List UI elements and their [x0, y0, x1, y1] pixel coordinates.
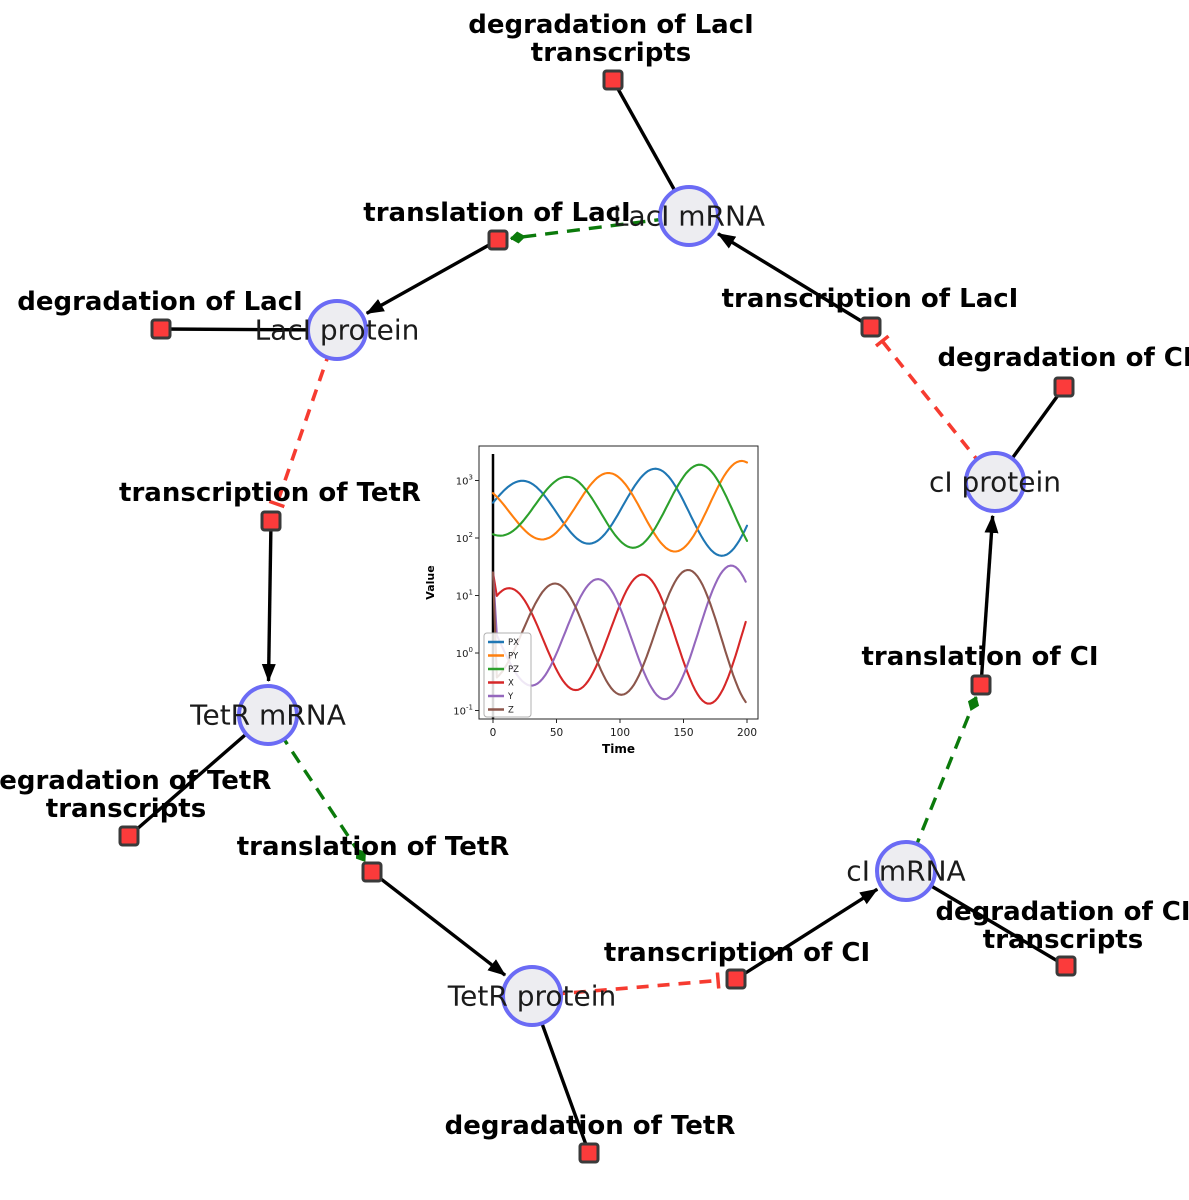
species-node-ci-protein	[964, 451, 1026, 513]
species-label-tetr-mrna: TetR mRNA	[190, 698, 346, 732]
reaction-node-deg-laci-transcripts	[602, 69, 624, 91]
series-Z	[491, 568, 747, 704]
species-label-laci-protein: LacI protein	[254, 313, 420, 347]
series-PZ	[491, 463, 749, 549]
edge-transcription-laci-to-laci-mrna	[717, 232, 872, 329]
x-tick-label: 0	[490, 727, 497, 739]
reaction-label-transcription-laci: transcription of LacI	[721, 284, 1019, 314]
y-tick-label: 103	[456, 474, 473, 488]
y-tick-label: 102	[456, 531, 473, 545]
species-node-laci-mrna	[658, 185, 720, 247]
reaction-label-deg-ci-transcripts: degradation of CI transcripts	[935, 897, 1189, 955]
edge-translation-tetr-to-tetr-protein	[370, 870, 507, 977]
reaction-label-translation-tetr: translation of TetR	[236, 832, 510, 862]
reaction-label-deg-tetr-transcripts: degradation of TetR transcripts	[0, 766, 272, 824]
edge-translation-ci-to-ci-protein	[979, 514, 999, 686]
reaction-label-deg-laci-transcripts: degradation of LacI transcripts	[468, 10, 754, 68]
reaction-node-deg-ci-transcripts	[1055, 955, 1077, 977]
x-tick-label: 200	[737, 727, 757, 739]
reaction-label-deg-ci: degradation of CI	[937, 343, 1189, 373]
edge-tetr-protein-to-transcription-ci	[531, 972, 721, 998]
y-tick-label: 100	[456, 646, 473, 660]
edge-translation-laci-to-laci-protein	[365, 238, 499, 315]
legend-entry-X: X	[508, 679, 514, 689]
legend-entry-PY: PY	[508, 652, 519, 662]
series-PX	[491, 467, 749, 557]
x-tick-label: 100	[610, 727, 630, 739]
species-node-tetr-protein	[501, 965, 563, 1027]
legend-entry-PZ: PZ	[508, 665, 519, 675]
edge-ci-mrna-to-deg-ci-transcripts	[905, 869, 1067, 968]
reaction-node-transcription-tetr	[260, 510, 282, 532]
reaction-label-deg-laci: degradation of LacI	[17, 287, 303, 317]
y-axis-title: Value	[424, 565, 437, 599]
legend-entry-Y: Y	[507, 692, 514, 702]
species-label-ci-mrna: cI mRNA	[846, 854, 966, 888]
legend: PX PY PZ XYZ	[483, 632, 532, 718]
legend-entry-Z: Z	[508, 706, 514, 716]
y-tick-label: 10-1	[453, 704, 473, 718]
reaction-node-translation-tetr	[361, 861, 383, 883]
simulation-plot: 0 50 100 150 20010310210110010-1TimeValuePXP…	[424, 445, 759, 756]
reaction-node-deg-tetr	[578, 1142, 600, 1164]
species-label-laci-mrna: LacI mRNA	[612, 199, 766, 233]
species-label-ci-protein: cI protein	[928, 465, 1062, 499]
reaction-node-transcription-ci	[725, 968, 747, 990]
species-node-ci-mrna	[875, 840, 937, 902]
reaction-label-deg-tetr: degradation of TetR	[444, 1111, 736, 1141]
series-Y	[491, 564, 747, 701]
reaction-label-transcription-tetr: transcription of TetR	[119, 478, 421, 508]
edge-transcription-tetr-to-tetr-mrna	[261, 520, 276, 683]
y-tick-label: 101	[456, 589, 473, 603]
species-node-laci-protein	[306, 299, 368, 361]
reaction-label-translation-laci: translation of LacI	[363, 198, 631, 228]
reaction-node-transcription-laci	[860, 316, 882, 338]
reaction-node-deg-ci	[1053, 376, 1075, 398]
species-label-tetr-protein: TetR protein	[447, 979, 617, 1013]
series-X	[491, 571, 747, 705]
reaction-node-translation-laci	[487, 229, 509, 251]
series-PY	[491, 459, 749, 553]
x-tick-label: 150	[673, 727, 693, 739]
legend-entry-PX: PX	[508, 638, 519, 648]
reaction-label-transcription-ci: transcription of CI	[603, 938, 871, 968]
x-tick-label: 50	[550, 727, 563, 739]
reaction-node-translation-ci	[970, 674, 992, 696]
species-node-tetr-mrna	[237, 684, 299, 746]
edge-transcription-ci-to-ci-mrna	[735, 887, 879, 981]
reaction-label-translation-ci: translation of CI	[861, 642, 1099, 672]
reaction-node-deg-laci	[150, 318, 172, 340]
reaction-node-deg-tetr-transcripts	[118, 825, 140, 847]
x-axis-title: Time	[602, 742, 635, 756]
